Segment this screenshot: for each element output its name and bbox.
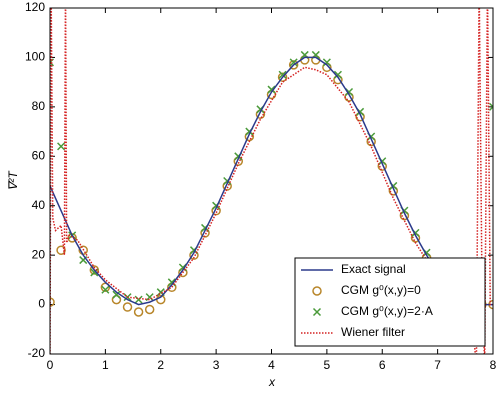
y-tick-label: 20 <box>32 247 46 261</box>
marker <box>277 72 288 82</box>
y-tick-label: 80 <box>32 99 46 113</box>
marker <box>289 58 298 67</box>
x-axis-label: x <box>268 375 276 389</box>
x-tick-label: 8 <box>490 358 497 372</box>
line <box>50 56 493 306</box>
legend-label: CGM g⁰(x,y)=0 <box>341 283 421 297</box>
y-tick-label: 40 <box>32 198 46 212</box>
y-tick-label: 60 <box>32 148 46 162</box>
y-axis-label: ∇²T <box>6 170 20 191</box>
marker <box>50 297 55 307</box>
marker <box>112 290 121 299</box>
marker <box>144 304 155 315</box>
marker <box>322 58 331 67</box>
y-tick-label: 0 <box>38 297 45 311</box>
y-tick-label: -20 <box>28 346 46 360</box>
plot-frame <box>49 7 494 355</box>
marker <box>134 295 143 304</box>
marker <box>267 85 276 94</box>
x-tick-label: 6 <box>379 358 386 372</box>
marker <box>145 293 154 302</box>
marker <box>278 70 287 79</box>
x-tick-label: 4 <box>268 358 275 372</box>
y-tick-label: 120 <box>25 0 45 14</box>
marker <box>288 60 299 70</box>
x-tick-label: 5 <box>324 358 331 372</box>
marker <box>101 285 110 294</box>
marker <box>488 102 493 111</box>
plot-area <box>50 8 493 354</box>
legend-box <box>294 257 486 347</box>
marker <box>333 70 342 79</box>
y-tick-label: 100 <box>25 50 45 64</box>
marker <box>57 142 66 151</box>
marker <box>133 307 144 317</box>
x-tick-label: 7 <box>434 358 441 372</box>
marker <box>122 302 133 312</box>
x-tick-label: 2 <box>157 358 164 372</box>
legend-label: Wiener filter <box>341 325 405 339</box>
x-tick-label: 0 <box>47 358 54 372</box>
x-tick-label: 1 <box>102 358 109 372</box>
legend-symbol <box>312 307 322 317</box>
legend-label: CGM g⁰(x,y)=2·A <box>341 304 433 318</box>
legend-label: Exact signal <box>341 262 406 276</box>
x-tick-label: 3 <box>213 358 220 372</box>
marker <box>89 265 100 275</box>
legend-symbol <box>312 286 322 296</box>
